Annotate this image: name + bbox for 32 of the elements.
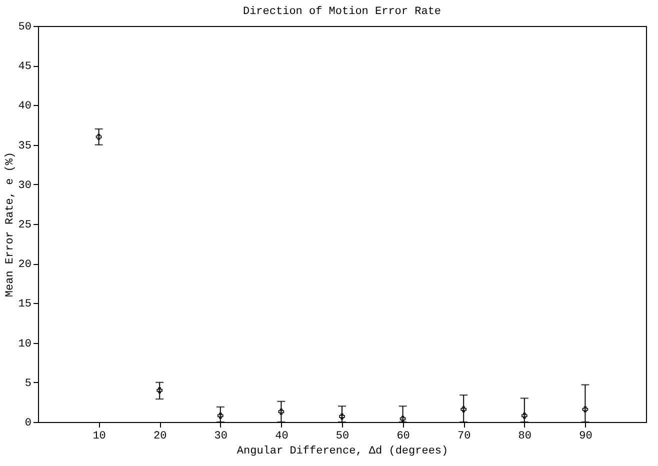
point <box>218 412 224 419</box>
x-tick-label: 60 <box>396 430 410 442</box>
chart-title: Direction of Motion Error Rate <box>242 6 442 18</box>
point <box>156 387 162 394</box>
x-tick-label: 10 <box>92 430 106 442</box>
x-axis-title: Angular Difference, Δd (degrees) <box>236 446 448 458</box>
y-tick-label: 10 <box>18 338 32 350</box>
point <box>96 134 102 140</box>
point <box>522 412 528 419</box>
x-tick-label: 70 <box>458 430 471 442</box>
point <box>460 406 466 412</box>
y-tick-label: 25 <box>18 220 32 232</box>
x-tick-label: 20 <box>154 430 167 442</box>
y-tick-label: 40 <box>18 100 32 113</box>
x-tick-label: 90 <box>579 430 592 442</box>
x-tick-label: 30 <box>214 430 228 442</box>
x-tick-label: 50 <box>336 430 350 442</box>
y-tick-label: 30 <box>18 180 32 192</box>
y-tick-label: 50 <box>18 22 32 34</box>
x-tick-label: 80 <box>518 430 532 442</box>
point <box>339 414 345 420</box>
y-tick-label: 5 <box>24 378 32 390</box>
y-tick-label: 15 <box>18 298 32 311</box>
point <box>582 406 588 412</box>
y-tick-label: 20 <box>18 259 32 272</box>
point <box>278 408 284 415</box>
y-tick-label: 35 <box>18 140 32 152</box>
y-tick-label: 0 <box>24 418 32 430</box>
point <box>400 416 406 422</box>
x-tick-label: 40 <box>275 430 288 442</box>
y-axis-title: Mean Error Rate, e (%) <box>4 152 16 298</box>
y-tick-label: 45 <box>18 61 32 74</box>
